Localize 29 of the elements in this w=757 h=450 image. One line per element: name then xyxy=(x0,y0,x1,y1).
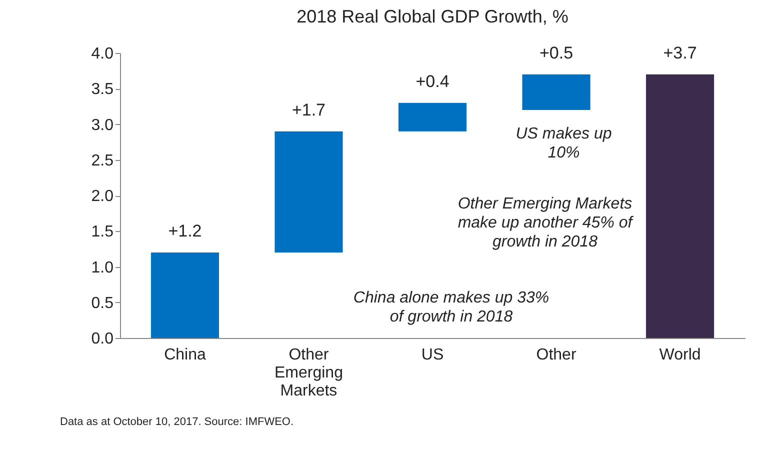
x-tick-label: US xyxy=(421,346,444,364)
bar xyxy=(398,102,467,132)
x-tick-label: World xyxy=(659,346,701,364)
y-tick-label: 3.5 xyxy=(91,81,114,98)
bar xyxy=(646,74,714,338)
annotation: US makes up 10% xyxy=(516,126,612,162)
y-tick-label: 0.5 xyxy=(91,294,114,312)
y-tick-label: 1.5 xyxy=(91,224,114,241)
data-label: +0.5 xyxy=(539,43,574,62)
annotation: Other Emerging Markets make up another 45% of growth in 2018 xyxy=(458,196,634,250)
bar xyxy=(150,252,220,338)
chart-title: 2018 Real Global GDP Growth, % xyxy=(296,6,568,26)
data-label: +1.2 xyxy=(168,222,202,240)
x-tick-label: Other Emerging Markets xyxy=(274,346,343,400)
text: Data as at October 10, 2017. Source: IMFWEO. xyxy=(60,416,294,428)
annotation: China alone makes up 33% of growth in 2018 xyxy=(353,290,550,326)
y-tick-label: 2.0 xyxy=(91,188,114,205)
y-tick-label: 1.0 xyxy=(91,259,114,276)
y-tick-label: 3.0 xyxy=(91,116,114,134)
data-label: +3.7 xyxy=(663,43,697,62)
y-tick-label: 0.0 xyxy=(91,330,114,348)
data-label: +1.7 xyxy=(292,100,326,120)
data-label: +0.4 xyxy=(416,72,450,91)
bar xyxy=(522,74,590,110)
x-tick-label: China xyxy=(164,346,206,364)
y-tick-label: 4.0 xyxy=(91,46,114,62)
y-tick-label: 2.5 xyxy=(91,152,114,170)
x-tick-label: Other xyxy=(536,346,577,364)
bar xyxy=(274,131,343,252)
